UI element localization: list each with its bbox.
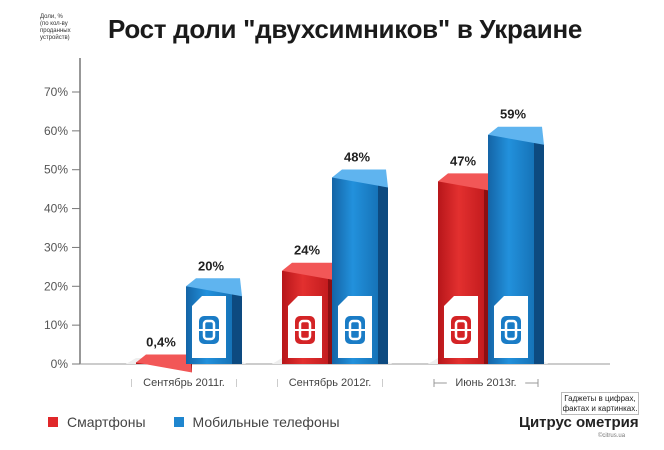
x-tick-label: Июнь 2013г. xyxy=(455,377,516,389)
data-label: 24% xyxy=(294,243,320,258)
brand-site: ©citrus.ua xyxy=(598,433,626,439)
legend: Смартфоны Мобильные телефоны xyxy=(48,414,368,430)
legend-swatch-blue xyxy=(173,417,184,427)
legend-label-mobile-phones: Мобильные телефоны xyxy=(192,414,340,430)
bar-side xyxy=(534,134,544,364)
bar-top xyxy=(282,262,338,281)
data-label: 47% xyxy=(450,153,476,168)
legend-item-smartphones: Смартфоны xyxy=(48,414,146,430)
bar-side xyxy=(232,286,242,364)
y-tick-label: 50% xyxy=(44,163,68,177)
y-tick-label: 40% xyxy=(44,202,68,216)
x-tick-label: Сентябрь 2011г. xyxy=(143,377,225,389)
bar-top xyxy=(186,278,242,297)
legend-swatch-red xyxy=(48,417,58,427)
y-tick-label: 20% xyxy=(44,279,68,293)
bar-top xyxy=(136,354,192,373)
y-tick-label: 30% xyxy=(44,240,68,254)
y-tick-label: 60% xyxy=(44,124,68,138)
y-tick-label: 0% xyxy=(51,357,69,371)
data-label: 20% xyxy=(198,258,224,273)
legend-item-mobile-phones: Мобильные телефоны xyxy=(173,414,340,430)
bar-top xyxy=(332,169,388,188)
x-tick-label: Сентябрь 2012г. xyxy=(289,377,372,389)
brand-logo-text: Цитрус ометрия xyxy=(519,414,639,431)
category-label-bg xyxy=(446,374,526,390)
y-tick-label: 70% xyxy=(44,85,68,99)
bar-top xyxy=(438,173,494,192)
legend-label-smartphones: Смартфоны xyxy=(67,414,146,430)
y-tick-label: 10% xyxy=(44,318,68,332)
chart-title: Рост доли "двухсимников" в Украине xyxy=(108,14,583,44)
y-axis-note: Доли, % (по кол-ву проданных устройств) xyxy=(40,14,71,41)
data-label: 59% xyxy=(500,107,526,122)
data-label: 48% xyxy=(344,149,370,164)
category-label-bg xyxy=(278,374,382,390)
brand-tagline: Гаджеты в цифрах, фактах и картинках. xyxy=(561,392,639,415)
data-label: 0,4% xyxy=(146,334,176,349)
bar-top xyxy=(488,126,544,145)
category-label-bg xyxy=(132,374,236,390)
bar-side xyxy=(378,177,388,364)
